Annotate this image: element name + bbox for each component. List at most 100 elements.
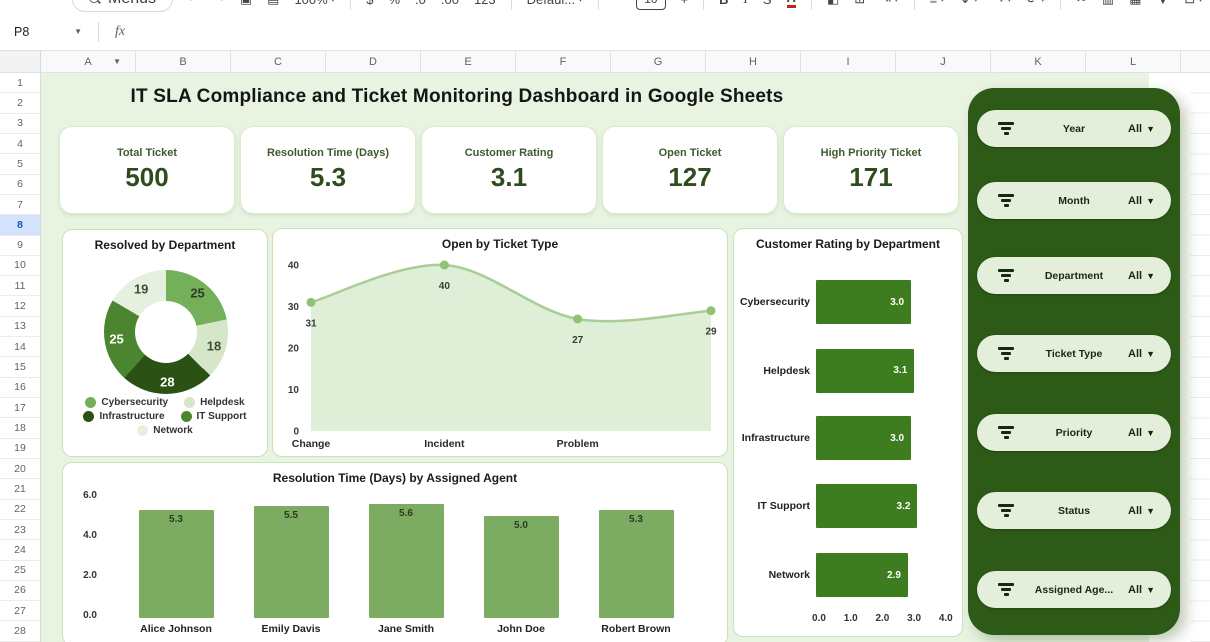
row-header-1[interactable]: 1 (0, 73, 40, 93)
filter-assigned-age-[interactable]: Assigned Age...All▼ (977, 571, 1171, 608)
row-header-11[interactable]: 11 (0, 276, 40, 296)
table-views-button[interactable]: ⊟▾ (1184, 0, 1202, 7)
filter-value-dropdown[interactable]: All▼ (1128, 335, 1155, 372)
borders-icon[interactable]: ⊞ (854, 0, 865, 7)
row-header-27[interactable]: 27 (0, 601, 40, 621)
row-header-9[interactable]: 9 (0, 236, 40, 256)
row-header-13[interactable]: 13 (0, 317, 40, 337)
decrease-decimals-button[interactable]: .0 (415, 0, 426, 7)
column-header-B[interactable]: B (136, 51, 231, 72)
increase-decimals-button[interactable]: .00 (441, 0, 459, 7)
format-currency-button[interactable]: $ (366, 0, 373, 7)
row-header-28[interactable]: 28 (0, 621, 40, 641)
merge-cells-button[interactable]: ⇥▾ (880, 0, 898, 7)
text-wrapping-button[interactable]: ↪▾ (993, 0, 1011, 7)
row-header-15[interactable]: 15 (0, 357, 40, 377)
insert-link-icon[interactable]: ∾ (1076, 0, 1087, 7)
column-header-E[interactable]: E (421, 51, 516, 72)
horizontal-align-button[interactable]: ≡▾ (930, 0, 945, 7)
column-dropdown-icon[interactable]: ▼ (113, 57, 121, 66)
strikethrough-button[interactable]: S (763, 0, 772, 7)
fx-icon: fx (115, 24, 125, 40)
redo-icon[interactable]: ↷ (214, 0, 225, 7)
text-rotation-button[interactable]: ⟳▾ (1027, 0, 1045, 7)
filter-department[interactable]: DepartmentAll▼ (977, 257, 1171, 294)
text-color-button[interactable]: A (787, 0, 796, 8)
row-header-24[interactable]: 24 (0, 540, 40, 560)
paint-format-icon[interactable]: ▤ (267, 0, 279, 7)
row-header-16[interactable]: 16 (0, 378, 40, 398)
undo-icon[interactable]: ↶ (188, 0, 199, 7)
filter-priority[interactable]: PriorityAll▼ (977, 414, 1171, 451)
font-size-input-button[interactable]: 10 (636, 0, 665, 10)
dropdown-caret-icon: ▾ (894, 0, 899, 5)
zoom-select-button[interactable]: 100%▾ (294, 0, 335, 7)
filter-status[interactable]: StatusAll▼ (977, 492, 1171, 529)
row-header-25[interactable]: 25 (0, 561, 40, 581)
row-header-2[interactable]: 2 (0, 93, 40, 113)
format-percent-button[interactable]: % (388, 0, 400, 7)
filter-year[interactable]: YearAll▼ (977, 110, 1171, 147)
create-filter-icon[interactable]: ▼ (1157, 0, 1170, 7)
filter-value-dropdown[interactable]: All▼ (1128, 257, 1155, 294)
filter-value-dropdown[interactable]: All▼ (1128, 182, 1155, 219)
row-header-12[interactable]: 12 (0, 296, 40, 316)
bold-button[interactable]: B (719, 0, 728, 7)
more-formats-button[interactable]: 123 (474, 0, 496, 7)
row-header-7[interactable]: 7 (0, 195, 40, 215)
row-header-20[interactable]: 20 (0, 459, 40, 479)
print-icon[interactable]: ▣ (240, 0, 252, 7)
row-header-17[interactable]: 17 (0, 398, 40, 418)
increase-font-size-button[interactable]: + (681, 0, 689, 7)
row-header-26[interactable]: 26 (0, 581, 40, 601)
filter-ticket-type[interactable]: Ticket TypeAll▼ (977, 335, 1171, 372)
filter-month[interactable]: MonthAll▼ (977, 182, 1171, 219)
vbar-category-label: Jane Smith (351, 623, 461, 635)
filter-value-dropdown[interactable]: All▼ (1128, 110, 1155, 147)
name-box[interactable]: P8 ▼ (0, 25, 92, 39)
name-box-dropdown-icon[interactable]: ▼ (74, 27, 82, 36)
column-header-G[interactable]: G (611, 51, 706, 72)
row-header-4[interactable]: 4 (0, 134, 40, 154)
column-header-F[interactable]: F (516, 51, 611, 72)
vertical-align-button[interactable]: ↧▾ (960, 0, 978, 7)
column-header-D[interactable]: D (326, 51, 421, 72)
row-header-6[interactable]: 6 (0, 175, 40, 195)
insert-chart-icon[interactable]: ▦ (1129, 0, 1141, 7)
column-header-L[interactable]: L (1086, 51, 1181, 72)
fill-color-icon[interactable]: ◧ (827, 0, 839, 7)
decrease-font-size-button[interactable]: − (614, 0, 622, 7)
font-select-button[interactable]: Defaul...▾ (527, 0, 583, 7)
column-header-C[interactable]: C (231, 51, 326, 72)
formula-input[interactable] (125, 13, 1210, 50)
row-header-18[interactable]: 18 (0, 418, 40, 438)
row-header-8[interactable]: 8 (0, 215, 40, 235)
row-header-22[interactable]: 22 (0, 500, 40, 520)
row-header-14[interactable]: 14 (0, 337, 40, 357)
column-label: H (749, 56, 757, 68)
select-all-corner[interactable] (0, 51, 41, 72)
column-label: E (464, 56, 471, 68)
menus-button[interactable]: Menus (72, 0, 173, 12)
filter-value-dropdown[interactable]: All▼ (1128, 492, 1155, 529)
dropdown-caret-icon: ▾ (1198, 0, 1203, 5)
column-header-K[interactable]: K (991, 51, 1086, 72)
row-header-5[interactable]: 5 (0, 154, 40, 174)
legend-item-helpdesk: Helpdesk (184, 397, 244, 408)
filter-value-dropdown[interactable]: All▼ (1128, 414, 1155, 451)
column-header-J[interactable]: J (896, 51, 991, 72)
column-header-H[interactable]: H (706, 51, 801, 72)
vbar-axis-tick: 2.0 (71, 570, 97, 581)
row-header-19[interactable]: 19 (0, 439, 40, 459)
column-header-filler (1181, 51, 1210, 72)
row-header-21[interactable]: 21 (0, 479, 40, 499)
row-header-10[interactable]: 10 (0, 256, 40, 276)
row-header-3[interactable]: 3 (0, 114, 40, 134)
filter-value-dropdown[interactable]: All▼ (1128, 571, 1155, 608)
insert-comment-icon[interactable]: ▥ (1102, 0, 1114, 7)
italic-button[interactable]: I (744, 0, 748, 7)
row-header-23[interactable]: 23 (0, 520, 40, 540)
column-header-A[interactable]: A▼ (41, 51, 136, 72)
legend-dot-icon (83, 411, 94, 422)
column-header-I[interactable]: I (801, 51, 896, 72)
